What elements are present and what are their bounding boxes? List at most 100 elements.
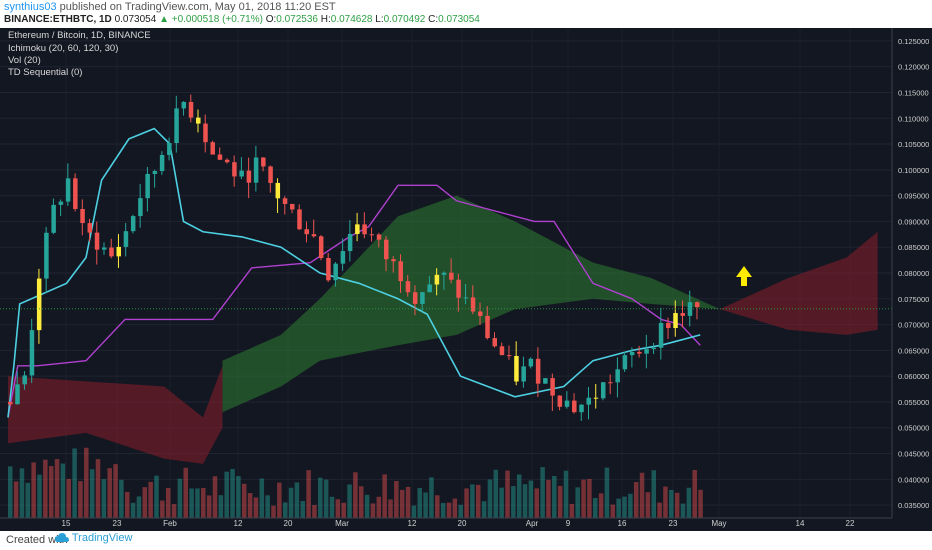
candle-body (463, 297, 469, 299)
price-tick-label: 0.085000 (898, 243, 929, 252)
tradingview-logo[interactable]: TradingView (55, 532, 132, 544)
candle-body (268, 166, 273, 183)
volume-bar (148, 481, 153, 518)
candle-body (304, 229, 309, 235)
price-axis[interactable] (892, 28, 932, 531)
candle-body (478, 311, 483, 316)
volume-bar (13, 481, 19, 518)
candle-body (340, 251, 346, 264)
time-tick-label: 12 (408, 519, 417, 528)
volume-bar (136, 496, 142, 518)
volume-bar (201, 487, 206, 518)
volume-bar (107, 468, 112, 518)
volume-bar (534, 488, 539, 518)
candle-body (355, 224, 360, 234)
candle-body (427, 284, 432, 293)
time-tick-label: 12 (234, 519, 243, 528)
time-tick-label: 20 (284, 519, 293, 528)
volume-bar (663, 486, 668, 518)
candle-body (593, 397, 599, 399)
price-tick-label: 0.100000 (898, 166, 929, 175)
candle-body (579, 404, 584, 413)
time-tick-label: 14 (796, 519, 805, 528)
up-triangle-icon: ▲ (159, 14, 169, 25)
legend-td-sequential[interactable]: TD Sequential (0) (8, 67, 83, 78)
volume-bar (674, 492, 680, 518)
time-axis-labels: 15 23 Feb 12 20 Mar 12 20 Apr 9 16 23 May 14 22 (62, 519, 855, 528)
volume-bar (277, 482, 282, 518)
candle-body (311, 234, 317, 237)
low-value: 0.070492 (383, 14, 426, 25)
candle-body (87, 223, 93, 233)
candle-body (246, 170, 252, 183)
price-tick-label: 0.045000 (898, 450, 929, 459)
price-change: +0.000518 (+0.71%) (171, 14, 263, 25)
volume-bar (247, 493, 253, 518)
price-tick-label: 0.040000 (898, 475, 929, 484)
candle-body (405, 281, 411, 293)
price-tick-label: 0.125000 (898, 37, 929, 46)
price-chart[interactable]: 0.073054 0.1250000.1200000.1150000.11000… (0, 28, 932, 531)
time-tick-label: 9 (566, 519, 571, 528)
volume-bar (54, 459, 60, 518)
time-tick-label: 16 (618, 519, 627, 528)
candle-body (36, 278, 42, 331)
volume-bar (429, 477, 434, 518)
candle-body (297, 209, 302, 230)
candle-body (217, 154, 223, 160)
high-label: H: (320, 14, 331, 25)
volume-bar (236, 476, 241, 518)
candle-body (44, 232, 49, 279)
candle-body (275, 182, 281, 199)
volume-bar (306, 470, 311, 518)
candle-body (224, 159, 230, 163)
volume-bar (195, 488, 200, 518)
time-tick-label: Apr (526, 519, 539, 528)
open-value: 0.072536 (276, 14, 318, 25)
volume-bar (587, 478, 592, 518)
volume-bar (552, 475, 557, 518)
legend-ichimoku[interactable]: Ichimoku (20, 60, 120, 30) (8, 43, 119, 54)
volume-bar (66, 478, 71, 518)
volume-bar (499, 487, 504, 518)
volume-bar (557, 485, 563, 518)
candle-body (130, 216, 136, 232)
volume-bar (452, 498, 458, 518)
volume-bar (48, 466, 54, 518)
volume-bar (130, 502, 136, 518)
volume-bar (335, 499, 341, 518)
volume-bar (165, 487, 171, 518)
candle-body (282, 198, 288, 204)
volume-bar (516, 474, 522, 518)
candle-body (622, 355, 628, 370)
volume-bar (481, 501, 487, 518)
volume-bar (651, 470, 656, 518)
price-tick-label: 0.115000 (898, 88, 929, 97)
volume-bar (370, 503, 376, 518)
volume-bar (382, 474, 387, 518)
candle-body (600, 382, 606, 399)
volume-bar (89, 469, 95, 518)
candle-body (420, 292, 425, 304)
volume-bar (686, 487, 692, 518)
candle-body (694, 302, 700, 308)
legend-volume[interactable]: Vol (20) (8, 55, 41, 66)
volume-bar (43, 459, 48, 518)
cloud-icon (55, 533, 69, 543)
candle-body (261, 157, 266, 167)
publisher-name[interactable]: synthius03 (4, 1, 57, 13)
candle-body (615, 369, 620, 383)
candle-body (159, 154, 165, 172)
candle-body (434, 274, 440, 285)
candle-body (564, 400, 570, 407)
volume-bar (616, 498, 621, 518)
volume-bar (78, 481, 83, 518)
candle-body (470, 297, 476, 312)
volume-bar (300, 500, 305, 518)
volume-bar (8, 466, 13, 518)
candle-body (73, 178, 78, 209)
volume-bar (593, 497, 598, 518)
candle-body (521, 366, 526, 382)
volume-bar (628, 493, 633, 518)
price-tick-label: 0.035000 (898, 501, 929, 510)
